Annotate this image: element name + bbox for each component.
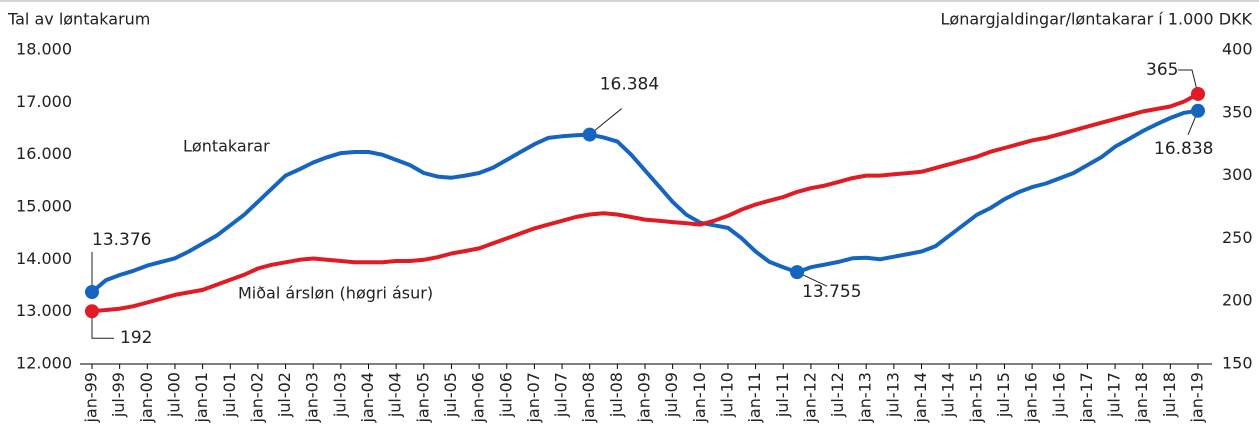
x-tick-label: jul-11: [773, 372, 792, 418]
y2-tick-label: 200: [1222, 291, 1253, 310]
point-marker: [790, 265, 805, 280]
x-tick-label: jul-05: [441, 372, 460, 418]
x-tick-label: jul-01: [220, 372, 239, 418]
x-tick-label: jan-11: [745, 372, 764, 424]
series-line: [91, 92, 1199, 314]
x-tick-label: jan-03: [303, 372, 322, 424]
point-marker: [85, 304, 99, 319]
point-marker: [582, 127, 597, 142]
x-tick-label: jul-14: [939, 372, 958, 418]
x-tick-label: jan-19: [1188, 372, 1207, 424]
point-marker: [1191, 103, 1205, 118]
y-tick-label: 15.000: [16, 197, 72, 216]
y-tick-label: 13.000: [16, 301, 72, 320]
y-tick-label: 16.000: [16, 144, 72, 163]
x-tick-label: jan-14: [911, 372, 930, 424]
x-tick-label: jan-16: [1022, 372, 1041, 424]
leader-line: [91, 311, 114, 339]
y-tick-label: 17.000: [16, 92, 72, 111]
x-tick-label: jul-17: [1105, 372, 1124, 418]
x-tick-label: jul-10: [717, 372, 736, 418]
x-tick-label: jan-15: [966, 372, 985, 424]
x-tick-label: jul-02: [275, 372, 294, 418]
y2-tick-label: 400: [1222, 40, 1253, 59]
x-tick-label: jul-00: [164, 372, 183, 418]
x-tick-label: jan-13: [856, 372, 875, 424]
y2-tick-label: 350: [1222, 102, 1253, 121]
y-tick-label: 14.000: [16, 249, 72, 268]
x-tick-label: jan-07: [524, 372, 543, 424]
leader-line: [1178, 69, 1199, 95]
x-tick-label: jul-16: [1049, 372, 1068, 418]
x-tick-label: jan-10: [690, 372, 709, 424]
x-tick-label: jul-18: [1160, 372, 1179, 418]
data-label: 16.384: [600, 75, 659, 95]
point-marker: [1191, 86, 1205, 101]
x-tick-label: jan-02: [247, 372, 266, 424]
x-tick-label: jan-06: [469, 372, 488, 424]
legend-label: Miðal ársløn (høgri ásur): [238, 284, 433, 303]
x-tick-label: jul-04: [386, 372, 405, 418]
x-tick-label: jul-06: [496, 372, 515, 418]
x-tick-label: jul-03: [330, 372, 349, 418]
data-label: 16.838: [1154, 139, 1213, 159]
data-label: 13.376: [92, 230, 151, 250]
data-label: 192: [120, 328, 152, 348]
x-tick-label: jul-99: [109, 372, 128, 418]
x-tick-label: jan-18: [1132, 372, 1151, 424]
x-tick-label: jan-05: [413, 372, 432, 424]
x-tick-label: jan-00: [137, 372, 156, 424]
x-tick-label: jul-12: [828, 372, 847, 418]
y-tick-label: 12.000: [16, 354, 72, 373]
x-tick-label: jan-08: [579, 372, 598, 424]
x-tick-label: jan-04: [358, 372, 377, 424]
y2-tick-label: 250: [1222, 228, 1253, 247]
x-tick-label: jan-01: [192, 372, 211, 424]
x-tick-label: jan-17: [1077, 372, 1096, 424]
x-tick-label: jan-99: [82, 372, 101, 424]
point-marker: [85, 284, 99, 299]
data-label: 13.755: [802, 282, 861, 302]
data-label: 365: [1146, 60, 1178, 80]
x-tick-label: jul-13: [883, 372, 902, 418]
y-tick-label: 18.000: [16, 40, 72, 59]
legend-label: Løntakarar: [183, 137, 270, 156]
x-tick-label: jul-08: [607, 372, 626, 418]
x-tick-label: jan-12: [800, 372, 819, 424]
y2-tick-label: 300: [1222, 165, 1253, 184]
y2-axis-label: Lønargjaldingar/løntakarar í 1.000 DKK: [941, 10, 1253, 29]
x-tick-label: jul-07: [552, 372, 571, 418]
x-tick-label: jul-09: [662, 372, 681, 418]
series-line: [90, 108, 1199, 294]
y-axis-label: Tal av løntakarum: [7, 10, 150, 29]
x-tick-label: jul-15: [994, 372, 1013, 418]
x-tick-label: jan-09: [635, 372, 654, 424]
y2-tick-label: 150: [1222, 354, 1253, 373]
